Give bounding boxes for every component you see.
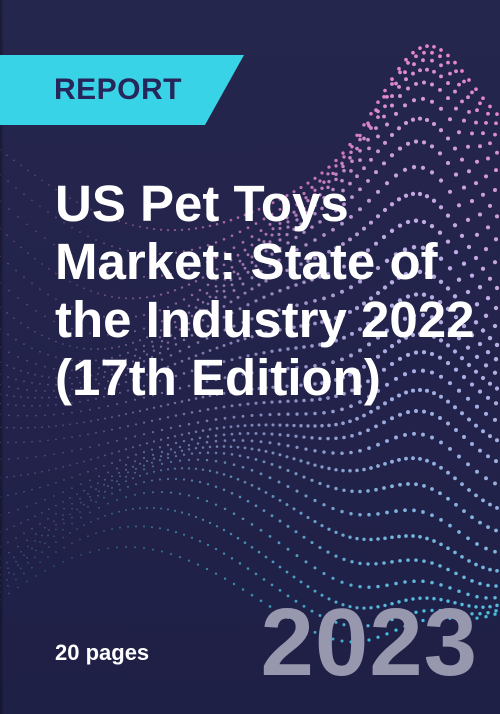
page-count: 20 pages [55, 640, 150, 665]
wave-line [0, 292, 499, 407]
wave-line [0, 50, 498, 256]
wave-line [0, 409, 498, 498]
wave-line [0, 331, 500, 429]
wave-line [0, 467, 499, 573]
wave-line [0, 269, 500, 399]
wave-line [0, 546, 497, 644]
wave-line [0, 245, 498, 392]
wave-line [0, 67, 499, 300]
report-badge: REPORT [0, 55, 244, 125]
wave-line [0, 491, 497, 600]
wave-line [0, 431, 497, 516]
wave-line [0, 506, 499, 610]
wave-line [0, 458, 497, 560]
wave-line [0, 80, 498, 319]
cover-spine-shadow [0, 0, 4, 714]
wave-line [0, 368, 498, 461]
wave-line [0, 451, 498, 548]
wave-line [0, 139, 499, 362]
wave-line [0, 165, 498, 372]
report-badge-label: REPORT [54, 73, 183, 106]
wave-line [0, 44, 499, 232]
report-title: US Pet Toys Market: State of the Industr… [55, 175, 475, 406]
wave-line [0, 96, 497, 336]
wave-line [0, 58, 497, 278]
wave-line [0, 218, 499, 386]
wave-line [0, 350, 499, 444]
wave-line [0, 388, 499, 479]
wave-line [0, 445, 499, 533]
wave-line [0, 191, 500, 379]
wave-line [0, 312, 498, 417]
publication-year: 2023 [260, 589, 478, 696]
wave-line [0, 525, 498, 629]
wave-line [0, 477, 498, 588]
wave-line [0, 116, 500, 351]
